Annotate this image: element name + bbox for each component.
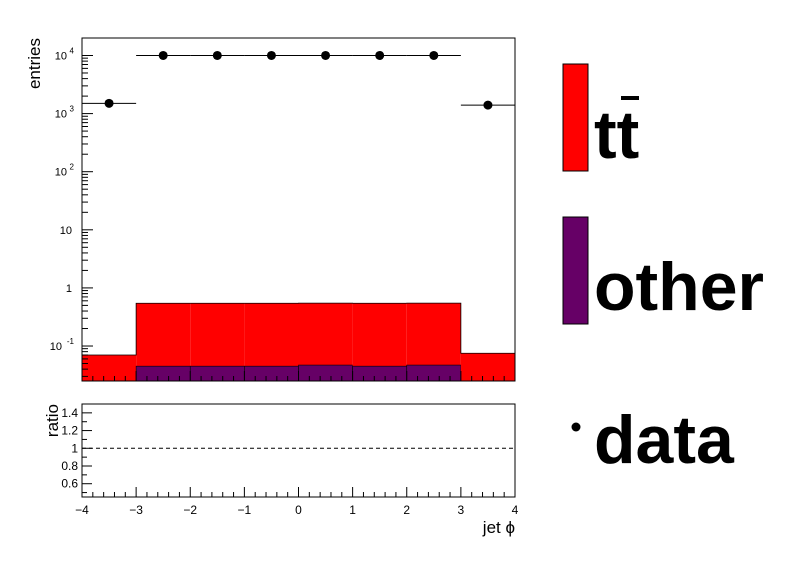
x-axis-label: jet ϕ (482, 518, 515, 537)
other-bar (244, 365, 299, 382)
ratio-panel: 0.6 0.8 1 1.2 1.4 −4 −3 −2 −1 0 1 2 3 4 ratio jet ϕ (43, 403, 519, 537)
stack-outline (82, 302, 515, 356)
ratio-y-axis-label: ratio (43, 404, 62, 437)
y-tick-label: 1 (66, 283, 72, 295)
data-point (158, 50, 168, 60)
other-bar (352, 365, 408, 382)
y-tick-label: 10 (50, 341, 62, 353)
y-tick-exponent: 2 (70, 163, 75, 172)
y-tick-exponent: -1 (67, 337, 75, 346)
ratio-plot-frame (81, 403, 516, 498)
ratio-y-tick-label: 0.6 (61, 477, 78, 491)
main-y-axis-label: entries (25, 38, 44, 89)
y-tick-label: 10 (55, 50, 67, 62)
x-tick-label: 2 (403, 503, 410, 517)
data-point (212, 50, 222, 60)
x-tick-label: −2 (183, 503, 197, 517)
x-tick-label: 3 (458, 503, 465, 517)
x-tick-label: −3 (129, 503, 143, 517)
data-point (429, 50, 439, 60)
ratio-axes: 0.6 0.8 1 1.2 1.4 −4 −3 −2 −1 0 1 2 3 4 (61, 406, 518, 517)
data-point (266, 50, 276, 60)
other-bar (406, 364, 462, 382)
ttbar-bar (82, 355, 137, 381)
legend-label-data: data (594, 402, 735, 478)
x-tick-label: 4 (512, 503, 519, 517)
legend: tt other data (562, 63, 764, 478)
ratio-y-tick-label: 1.2 (61, 424, 78, 438)
other-bar (135, 365, 191, 382)
other-bar (298, 364, 353, 382)
main-histogram-fills (82, 302, 515, 382)
x-tick-label: 1 (349, 503, 356, 517)
legend-swatch-ttbar (562, 63, 589, 172)
legend-swatch-other (562, 216, 589, 325)
other-bar (189, 365, 245, 382)
y-tick-exponent: 4 (70, 46, 75, 55)
legend-overline-ttbar (621, 96, 639, 100)
data-point (104, 98, 114, 108)
main-plot-frame (81, 37, 516, 382)
ttbar-bar (460, 353, 515, 381)
legend-label-ttbar: tt (594, 97, 639, 173)
y-tick-label: 10 (55, 167, 67, 179)
legend-marker-data (571, 422, 581, 432)
y-tick-exponent: 3 (70, 105, 75, 114)
x-tick-label: 0 (295, 503, 302, 517)
x-tick-label: −1 (238, 503, 252, 517)
data-point (483, 100, 493, 110)
data-point (375, 50, 385, 60)
x-tick-label: −4 (75, 503, 89, 517)
ratio-y-tick-label: 0.8 (61, 459, 78, 473)
ratio-y-tick-label: 1 (71, 441, 78, 455)
legend-label-other: other (594, 249, 764, 325)
y-tick-label: 10 (60, 225, 72, 237)
ratio-y-tick-label: 1.4 (61, 406, 78, 420)
y-tick-label: 10 (55, 109, 67, 121)
data-point (321, 50, 331, 60)
main-data-points (82, 50, 515, 110)
